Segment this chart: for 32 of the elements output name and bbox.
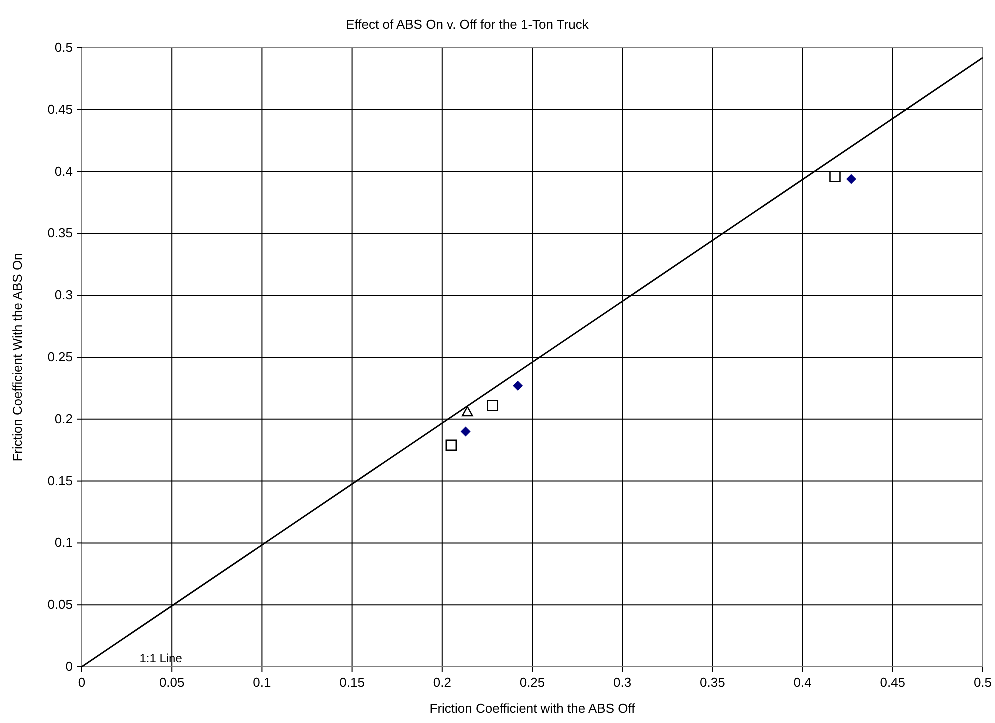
y-tick-label: 0.1 [54,535,73,550]
point [462,406,474,417]
y-tick-label: 0 [66,659,73,674]
x-tick-label: 0 [78,675,86,690]
x-axis-title: Friction Coefficient with the ABS Off [430,701,636,716]
y-tick-label: 0.5 [54,40,73,55]
y-tick-label: 0.3 [54,288,73,303]
x-tick-label: 0.1 [253,675,272,690]
x-tick-label: 0.25 [520,675,546,690]
y-tick-label: 0.25 [48,350,73,364]
point [446,440,458,452]
x-tick-label: 0.4 [794,675,812,690]
x-tick-label: 0.3 [614,675,632,690]
y-tick-label: 0.15 [48,473,73,488]
y-tick-label: 0.35 [48,226,73,241]
x-tick-label: 0.2 [433,675,452,690]
y-tick-label: 0.2 [54,411,73,426]
x-tick-label: 0.15 [340,675,365,690]
y-axis-title: Friction Coefficient With the ABS On [10,253,25,462]
y-tick-label: 0.05 [48,597,73,612]
point [830,171,841,182]
x-tick-label: 0.5 [974,675,992,690]
x-tick-label: 0.35 [700,675,726,690]
point [846,174,856,184]
x-tick-label: 0.05 [159,675,185,690]
point [513,380,524,391]
chart-title: Effect of ABS On v. Off for the 1-Ton Truck [346,17,590,32]
y-tick-label: 0.45 [48,102,73,117]
point [487,400,499,412]
point [460,426,471,437]
y-tick-label: 0.4 [54,164,73,179]
x-tick-label: 0.45 [880,675,906,690]
